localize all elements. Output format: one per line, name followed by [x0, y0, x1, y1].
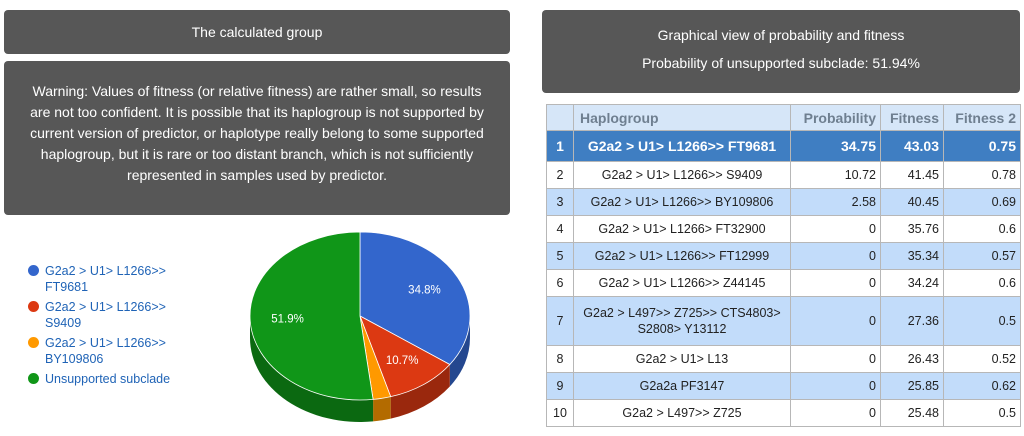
table-row: 6 G2a2 > U1> L1266>> Z44145 0 34.24 0.6 — [546, 269, 1021, 297]
legend-label: Unsupported subclade — [45, 372, 171, 386]
legend: G2a2 > U1> L1266>> FT9681 G2a2 > U1> L126… — [28, 263, 178, 391]
table-cell: 0.78 — [943, 161, 1021, 189]
legend-item: G2a2 > U1> L1266>> BY109806 — [28, 335, 178, 367]
rank-header — [546, 104, 574, 131]
table-cell: 0.62 — [943, 372, 1021, 400]
legend-item: Unsupported subclade — [28, 371, 178, 387]
table-cell: 0.57 — [943, 242, 1021, 270]
table-cell: 35.76 — [880, 215, 944, 243]
column-header: Fitness — [880, 104, 944, 131]
table-cell: 7 — [546, 296, 574, 346]
legend-item: G2a2 > U1> L1266>> S9409 — [28, 299, 178, 331]
slice-side — [373, 396, 391, 422]
table-cell: G2a2 > L497>> Z725 — [573, 399, 791, 427]
table-cell: 2.58 — [790, 188, 881, 216]
legend-item: G2a2 > U1> L1266>> FT9681 — [28, 263, 178, 295]
warning: Warning: Values of fitness (or relative … — [4, 61, 510, 215]
table-cell: 34.24 — [880, 269, 944, 297]
table-cell: 40.45 — [880, 188, 944, 216]
table-cell: G2a2 > U1> L1266>> BY109806 — [573, 188, 791, 216]
table-cell: 0 — [790, 215, 881, 243]
legend-label: G2a2 > U1> L1266>> FT9681 — [45, 264, 166, 294]
view-header: Graphical view of probability and fitnes… — [542, 10, 1020, 93]
table-row: 8 G2a2 > U1> L13 0 26.43 0.52 — [546, 345, 1021, 373]
table-cell: 6 — [546, 269, 574, 297]
legend-swatch — [28, 301, 39, 312]
table-cell: 1 — [546, 130, 574, 162]
table-cell: G2a2 > U1> L1266>> FT12999 — [573, 242, 791, 270]
legend-swatch — [28, 373, 39, 384]
table-cell: 0.6 — [943, 215, 1021, 243]
table-cell: 0.52 — [943, 345, 1021, 373]
view-subtitle: Probability of unsupported subclade: 51.… — [642, 55, 920, 71]
legend-label: G2a2 > U1> L1266>> BY109806 — [45, 336, 166, 366]
table-cell: 0 — [790, 242, 881, 270]
table-row: 4 G2a2 > U1> L1266> FT32900 0 35.76 0.6 — [546, 215, 1021, 243]
legend-swatch — [28, 265, 39, 276]
table-row: 10 G2a2 > L497>> Z725 0 25.48 0.5 — [546, 399, 1021, 427]
table-cell: 0 — [790, 269, 881, 297]
slice-label: 10.7% — [386, 355, 419, 367]
table-cell: G2a2 > U1> L1266> FT32900 — [573, 215, 791, 243]
table-cell: 8 — [546, 345, 574, 373]
table-row: 9 G2a2a PF3147 0 25.85 0.62 — [546, 372, 1021, 400]
table-cell: 43.03 — [880, 130, 944, 162]
table-cell: 27.36 — [880, 296, 944, 346]
table-cell: 26.43 — [880, 345, 944, 373]
table-row: 5 G2a2 > U1> L1266>> FT12999 0 35.34 0.57 — [546, 242, 1021, 270]
table-cell: 25.85 — [880, 372, 944, 400]
slice — [359, 231, 471, 366]
table-cell: 10 — [546, 399, 574, 427]
column-header: Fitness 2 — [943, 104, 1021, 131]
table-cell: 10.72 — [790, 161, 881, 189]
table-cell: 5 — [546, 242, 574, 270]
table-cell: 0.69 — [943, 188, 1021, 216]
table-cell: G2a2 > L497>> Z725>> CTS4803> S2808> Y13… — [573, 296, 791, 346]
table-row: 7 G2a2 > L497>> Z725>> CTS4803> S2808> Y1… — [546, 296, 1021, 346]
slice-label: 34.8% — [408, 285, 441, 297]
column-header: Probability — [790, 104, 881, 131]
slice-label: 51.9% — [271, 313, 304, 325]
column-header: Haplogroup — [573, 104, 791, 131]
table-cell: 3 — [546, 188, 574, 216]
table-cell: 0.5 — [943, 296, 1021, 346]
table-cell: G2a2 > U1> L13 — [573, 345, 791, 373]
slice — [359, 315, 451, 398]
header-row: Haplogroup Probability Fitness Fitness 2 — [546, 104, 1021, 131]
table-cell: 0.75 — [943, 130, 1021, 162]
table-cell: 34.75 — [790, 130, 881, 162]
table-row: 3 G2a2 > U1> L1266>> BY109806 2.58 40.45 0.6… — [546, 188, 1021, 216]
table-cell: 0 — [790, 345, 881, 373]
table-row: 2 G2a2 > U1> L1266>> S9409 10.72 41.45 0.78 — [546, 161, 1021, 189]
table-cell: G2a2 > U1> L1266>> FT9681 — [573, 130, 791, 162]
group-header: The calculated group — [4, 10, 510, 54]
table-cell: 25.48 — [880, 399, 944, 427]
table-cell: G2a2 > U1> L1266>> Z44145 — [573, 269, 791, 297]
table-cell: 35.34 — [880, 242, 944, 270]
table-cell: G2a2a PF3147 — [573, 372, 791, 400]
view-title: Graphical view of probability and fitnes… — [657, 27, 905, 43]
table-cell: 0 — [790, 372, 881, 400]
table-cell: 0.6 — [943, 269, 1021, 297]
legend-label: G2a2 > U1> L1266>> S9409 — [45, 300, 166, 330]
table-cell: 41.45 — [880, 161, 944, 189]
slice-side — [250, 316, 374, 422]
table-cell: 9 — [546, 372, 574, 400]
table-cell: 0 — [790, 296, 881, 346]
slice — [249, 231, 374, 401]
table-cell: 0.5 — [943, 399, 1021, 427]
legend-swatch — [28, 337, 39, 348]
table-row: 1 G2a2 > U1> L1266>> FT9681 34.75 43.03 0.75 — [546, 130, 1021, 162]
table-cell: 0 — [790, 399, 881, 427]
table-cell: 2 — [546, 161, 574, 189]
table-cell: 4 — [546, 215, 574, 243]
pie-chart: 34.8% 10.7% 51.9% — [249, 231, 471, 422]
table-cell: G2a2 > U1> L1266>> S9409 — [573, 161, 791, 189]
